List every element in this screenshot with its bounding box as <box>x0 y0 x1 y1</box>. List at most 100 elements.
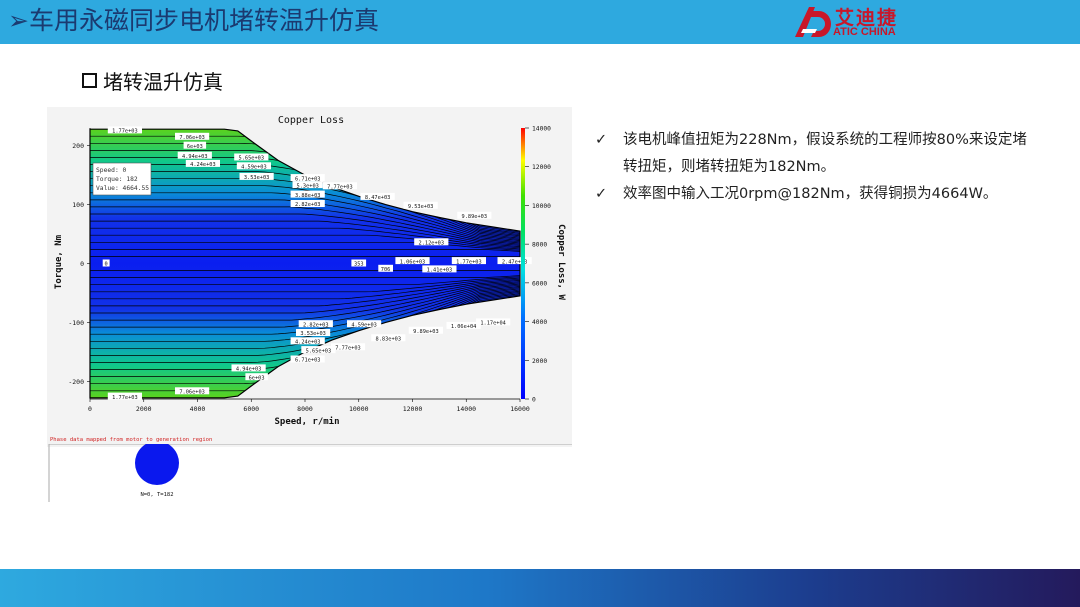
contour-label-bg <box>360 192 395 200</box>
section-label: 堵转温升仿真 <box>103 70 223 94</box>
contour-label-bg <box>298 320 333 328</box>
contour-label-bg <box>476 318 511 326</box>
contour-label: 4.24e+03 <box>295 340 321 346</box>
x-tick-label: 12000 <box>403 405 423 413</box>
contour-label-bg <box>290 174 325 182</box>
contour-label: 1.77e+03 <box>456 259 482 265</box>
contour-label-bg <box>457 211 492 219</box>
square-bullet-icon <box>82 73 97 88</box>
contour-label: 3.88e+03 <box>295 193 321 199</box>
contour-label: 1.17e+04 <box>480 321 506 327</box>
section-heading: 堵转温升仿真 <box>82 66 223 95</box>
contour-label-bg <box>395 257 430 265</box>
contour-label: 353 <box>354 262 364 268</box>
contour-line <box>90 213 520 246</box>
copper-loss-map: Copper Loss Speed, r/min Torque, Nm Copp… <box>50 115 566 443</box>
x-tick-label: 8000 <box>297 405 313 413</box>
x-tick-label: 4000 <box>190 405 206 413</box>
contour-label-bg <box>408 326 443 334</box>
contour-line <box>90 278 520 300</box>
x-tick-label: 2000 <box>136 405 152 413</box>
contour-label: 9.89e+03 <box>462 214 488 220</box>
tooltip-speed: Speed: 0 <box>96 167 127 174</box>
check-icon: ✓ <box>595 132 608 148</box>
colorbar-tick-label: 10000 <box>532 203 551 210</box>
contour-label-bg <box>351 259 367 267</box>
bullet-list: ✓ 该电机峰值扭矩为228Nm，假设系统的工程师按80%来设定堵转扭矩，则堵转扭… <box>595 127 1035 208</box>
contour-label: 4.24e+03 <box>190 162 216 168</box>
x-tick-label: 10000 <box>349 405 369 413</box>
contour-label: 2.12e+03 <box>419 241 445 247</box>
contour-label-bg <box>102 259 110 267</box>
contour-label-bg <box>290 200 325 207</box>
contour-label: 4.94e+03 <box>236 367 262 373</box>
x-tick-label: 14000 <box>456 405 476 413</box>
page-title: ➢车用永磁同步电机堵转温升仿真 <box>8 6 379 35</box>
contour-label: 1.06e+03 <box>400 259 426 265</box>
contour-label-bg <box>185 159 220 167</box>
y-tick-label: 0 <box>80 260 84 268</box>
colorbar-tick-label: 14000 <box>532 126 551 133</box>
contour-label: 3.53e+03 <box>300 331 326 337</box>
colorbar-tick-label: 4000 <box>532 319 547 326</box>
contour-label-bg <box>177 151 212 159</box>
contour-label: 1.06e+04 <box>451 324 477 330</box>
contour-label-bg <box>322 182 357 190</box>
chart-note: Phase data mapped from motor to generati… <box>50 437 212 443</box>
torque-envelope-line <box>89 128 521 399</box>
footer-bar <box>0 569 1080 607</box>
contour-label-bg <box>296 329 331 336</box>
chart-title: Copper Loss <box>278 115 344 126</box>
y-tick-label: -200 <box>68 378 84 386</box>
contour-line <box>90 249 520 252</box>
y-tick-label: 200 <box>72 142 84 150</box>
colorbar-label: Copper Loss, W <box>556 224 566 300</box>
contour-label: 7.77e+03 <box>327 185 353 191</box>
contour-label-bg <box>292 181 323 189</box>
operating-point-panel: N=0, T=182 <box>47 441 572 502</box>
bullet-item: ✓ 该电机峰值扭矩为228Nm，假设系统的工程师按80%来设定堵转扭矩，则堵转扭… <box>595 127 1035 181</box>
contour-label: 2.82e+03 <box>295 202 321 208</box>
logo-chinese-text: 艾迪捷 <box>835 7 899 29</box>
colorbar-tick-label: 8000 <box>532 242 547 249</box>
x-axis-label: Speed, r/min <box>274 416 339 427</box>
contour-label: 8.47e+03 <box>365 195 391 201</box>
contour-line <box>90 185 520 241</box>
contour-label: 4.94e+03 <box>182 154 208 160</box>
contour-label-bg <box>183 141 207 149</box>
contour-label: 3.53e+03 <box>244 175 270 181</box>
contour-line <box>90 286 520 342</box>
tooltip-value: Value: 4664.55 <box>96 185 149 192</box>
colorbar-tick-label: 6000 <box>532 280 547 287</box>
contour-label-bg <box>378 264 393 272</box>
bullet-text: 该电机峰值扭矩为228Nm，假设系统的工程师按80%来设定堵转扭矩，则堵转扭矩为… <box>623 132 1027 175</box>
atic-logo-icon <box>795 7 831 37</box>
x-tick-label: 0 <box>88 405 92 413</box>
operating-point-label: N=0, T=182 <box>140 492 173 498</box>
header-bar: ➢车用永磁同步电机堵转温升仿真 艾迪捷 ATIC CHINA <box>0 0 1080 44</box>
contour-label: 5.65e+03 <box>239 156 265 162</box>
contour-label: 6e+03 <box>187 144 203 150</box>
contour-label-bg <box>414 238 449 246</box>
contour-label: 5.65e+03 <box>306 348 332 354</box>
operating-point-marker <box>135 441 179 485</box>
logo-english-text: ATIC CHINA <box>833 26 896 38</box>
contour-label: 2.47e+03 <box>502 259 528 265</box>
contour-label-bg <box>290 337 325 345</box>
bullet-text: 效率图中输入工况0rpm@182Nm，获得铜损为4664W。 <box>623 186 998 202</box>
contour-line <box>90 206 520 245</box>
contour-line <box>90 277 520 293</box>
contour-label: 6.71e+03 <box>295 358 321 364</box>
x-tick-label: 6000 <box>243 405 259 413</box>
contour-label-bg <box>301 346 336 354</box>
x-tick-label: 16000 <box>510 405 530 413</box>
efficiency-map-region <box>90 129 520 398</box>
colorbar-tick-label: 12000 <box>532 164 551 171</box>
contour-label: 4.59e+03 <box>351 322 377 328</box>
copper-loss-figure: Copper Loss Speed, r/min Torque, Nm Copp… <box>47 107 572 447</box>
contour-label: 5.3e+03 <box>297 183 319 189</box>
contour-label-bg <box>330 343 366 351</box>
contour-label: 706 <box>381 267 391 273</box>
contour-label-bg <box>175 387 210 395</box>
y-tick-label: -100 <box>68 319 84 327</box>
